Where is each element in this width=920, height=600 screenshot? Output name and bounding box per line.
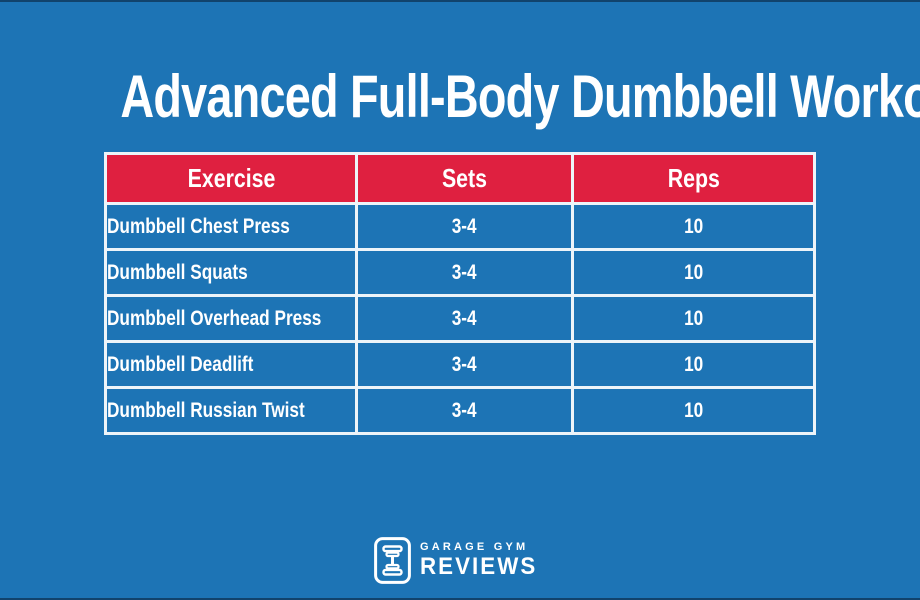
reps-cell: 10 (571, 340, 816, 389)
reps-value: 10 (684, 398, 704, 422)
exercise-name: Dumbbell Russian Twist (107, 398, 305, 422)
table-row: Dumbbell Overhead Press 3-4 10 (104, 294, 816, 343)
column-header-reps: Reps (571, 152, 816, 205)
column-header-sets: Sets (354, 152, 575, 205)
logo-text: GARAGE GYM REVIEWS (420, 541, 546, 580)
table-row: Dumbbell Deadlift 3-4 10 (104, 340, 816, 389)
sets-value: 3-4 (452, 260, 478, 284)
exercise-cell: Dumbbell Chest Press (104, 202, 358, 251)
workout-table: Exercise Sets Reps Dumbbell Chest Press … (104, 152, 816, 435)
reps-value: 10 (684, 260, 704, 284)
column-header-reps-label: Reps (667, 163, 720, 193)
footer-logo: GARAGE GYM REVIEWS (0, 537, 920, 584)
exercise-cell: Dumbbell Overhead Press (104, 294, 358, 343)
dumbbell-icon (374, 537, 411, 584)
sets-value: 3-4 (452, 214, 478, 238)
sets-value: 3-4 (452, 398, 478, 422)
table-header-row: Exercise Sets Reps (104, 152, 816, 205)
reps-cell: 10 (571, 248, 816, 297)
column-header-sets-label: Sets (442, 163, 488, 193)
exercise-cell: Dumbbell Russian Twist (104, 386, 358, 435)
reps-value: 10 (684, 214, 704, 238)
sets-cell: 3-4 (354, 386, 575, 435)
sets-value: 3-4 (452, 352, 478, 376)
exercise-name: Dumbbell Overhead Press (107, 306, 322, 330)
logo-text-reviews: REVIEWS (419, 553, 538, 580)
table-row: Dumbbell Squats 3-4 10 (104, 248, 816, 297)
top-edge-line (0, 0, 920, 2)
exercise-cell: Dumbbell Squats (104, 248, 358, 297)
reps-cell: 10 (571, 202, 816, 251)
sets-value: 3-4 (452, 306, 478, 330)
reps-cell: 10 (571, 294, 816, 343)
column-header-exercise-label: Exercise (187, 163, 275, 193)
sets-cell: 3-4 (354, 248, 575, 297)
reps-value: 10 (684, 352, 704, 376)
sets-cell: 3-4 (354, 340, 575, 389)
sets-cell: 3-4 (354, 294, 575, 343)
reps-value: 10 (684, 306, 704, 330)
page-title-text: Advanced Full-Body Dumbbell Workout (120, 63, 920, 131)
exercise-name: Dumbbell Chest Press (107, 214, 290, 238)
reps-cell: 10 (571, 386, 816, 435)
sets-cell: 3-4 (354, 202, 575, 251)
logo-text-garage-gym: GARAGE GYM (419, 541, 529, 553)
bottom-edge-line (0, 598, 920, 600)
exercise-name: Dumbbell Squats (107, 260, 248, 284)
exercise-name: Dumbbell Deadlift (107, 352, 254, 376)
table-row: Dumbbell Chest Press 3-4 10 (104, 202, 816, 251)
exercise-cell: Dumbbell Deadlift (104, 340, 358, 389)
table-row: Dumbbell Russian Twist 3-4 10 (104, 386, 816, 435)
page-title: Advanced Full-Body Dumbbell Workout (0, 66, 920, 128)
column-header-exercise: Exercise (104, 152, 358, 205)
